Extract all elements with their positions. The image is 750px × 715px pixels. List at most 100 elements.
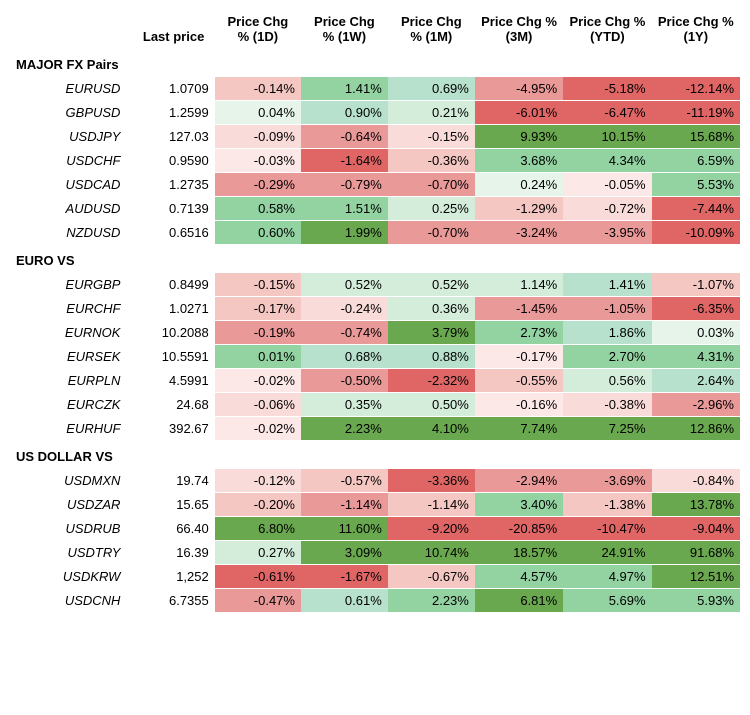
chg-cell: 1.14% bbox=[475, 273, 563, 297]
chg-cell: -2.94% bbox=[475, 469, 563, 493]
section-title: US DOLLAR VS bbox=[10, 441, 740, 469]
chg-cell: 0.03% bbox=[652, 321, 740, 345]
table-row: USDMXN19.74-0.12%-0.57%-3.36%-2.94%-3.69… bbox=[10, 469, 740, 493]
chg-cell: -0.70% bbox=[388, 173, 475, 197]
pair-name: GBPUSD bbox=[10, 101, 132, 125]
last-price: 6.7355 bbox=[132, 589, 214, 613]
table-row: EURCHF1.0271-0.17%-0.24%0.36%-1.45%-1.05… bbox=[10, 297, 740, 321]
last-price: 1.2599 bbox=[132, 101, 214, 125]
chg-cell: 0.01% bbox=[215, 345, 301, 369]
last-price: 1,252 bbox=[132, 565, 214, 589]
chg-cell: 0.58% bbox=[215, 197, 301, 221]
last-price: 0.7139 bbox=[132, 197, 214, 221]
chg-cell: -0.47% bbox=[215, 589, 301, 613]
chg-cell: -0.20% bbox=[215, 493, 301, 517]
chg-cell: -0.61% bbox=[215, 565, 301, 589]
chg-cell: 2.64% bbox=[652, 369, 740, 393]
chg-cell: -10.09% bbox=[652, 221, 740, 245]
chg-cell: -1.14% bbox=[301, 493, 388, 517]
table-row: USDJPY127.03-0.09%-0.64%-0.15%9.93%10.15… bbox=[10, 125, 740, 149]
header-1y: Price Chg % (1Y) bbox=[652, 10, 740, 49]
chg-cell: -0.36% bbox=[388, 149, 475, 173]
chg-cell: -10.47% bbox=[563, 517, 651, 541]
chg-cell: 2.73% bbox=[475, 321, 563, 345]
chg-cell: -0.74% bbox=[301, 321, 388, 345]
chg-cell: 0.52% bbox=[301, 273, 388, 297]
chg-cell: 9.93% bbox=[475, 125, 563, 149]
chg-cell: -4.95% bbox=[475, 77, 563, 101]
last-price: 10.2088 bbox=[132, 321, 214, 345]
pair-name: EURGBP bbox=[10, 273, 132, 297]
last-price: 0.9590 bbox=[132, 149, 214, 173]
table-row: EURHUF392.67-0.02%2.23%4.10%7.74%7.25%12… bbox=[10, 417, 740, 441]
table-row: GBPUSD1.25990.04%0.90%0.21%-6.01%-6.47%-… bbox=[10, 101, 740, 125]
chg-cell: -0.17% bbox=[215, 297, 301, 321]
last-price: 0.8499 bbox=[132, 273, 214, 297]
chg-cell: 24.91% bbox=[563, 541, 651, 565]
chg-cell: 2.23% bbox=[301, 417, 388, 441]
fx-heatmap-table: Last price Price Chg % (1D) Price Chg % … bbox=[10, 10, 740, 613]
table-row: EURNOK10.2088-0.19%-0.74%3.79%2.73%1.86%… bbox=[10, 321, 740, 345]
chg-cell: 3.40% bbox=[475, 493, 563, 517]
chg-cell: 10.15% bbox=[563, 125, 651, 149]
chg-cell: 1.41% bbox=[301, 77, 388, 101]
chg-cell: 1.86% bbox=[563, 321, 651, 345]
table-row: EURUSD1.0709-0.14%1.41%0.69%-4.95%-5.18%… bbox=[10, 77, 740, 101]
header-pair bbox=[10, 10, 132, 49]
chg-cell: -0.64% bbox=[301, 125, 388, 149]
chg-cell: 0.24% bbox=[475, 173, 563, 197]
chg-cell: -1.64% bbox=[301, 149, 388, 173]
chg-cell: 1.41% bbox=[563, 273, 651, 297]
section-title: MAJOR FX Pairs bbox=[10, 49, 740, 77]
chg-cell: 10.74% bbox=[388, 541, 475, 565]
chg-cell: 2.23% bbox=[388, 589, 475, 613]
chg-cell: -3.24% bbox=[475, 221, 563, 245]
chg-cell: -0.24% bbox=[301, 297, 388, 321]
chg-cell: 3.09% bbox=[301, 541, 388, 565]
table-row: USDKRW1,252-0.61%-1.67%-0.67%4.57%4.97%1… bbox=[10, 565, 740, 589]
chg-cell: -6.35% bbox=[652, 297, 740, 321]
pair-name: NZDUSD bbox=[10, 221, 132, 245]
chg-cell: 12.86% bbox=[652, 417, 740, 441]
header-3m: Price Chg % (3M) bbox=[475, 10, 563, 49]
last-price: 4.5991 bbox=[132, 369, 214, 393]
chg-cell: -6.47% bbox=[563, 101, 651, 125]
pair-name: EURCZK bbox=[10, 393, 132, 417]
chg-cell: 4.34% bbox=[563, 149, 651, 173]
pair-name: EURUSD bbox=[10, 77, 132, 101]
pair-name: USDCHF bbox=[10, 149, 132, 173]
table-row: USDTRY16.390.27%3.09%10.74%18.57%24.91%9… bbox=[10, 541, 740, 565]
pair-name: USDCAD bbox=[10, 173, 132, 197]
chg-cell: -12.14% bbox=[652, 77, 740, 101]
table-row: USDCAD1.2735-0.29%-0.79%-0.70%0.24%-0.05… bbox=[10, 173, 740, 197]
chg-cell: -0.14% bbox=[215, 77, 301, 101]
chg-cell: -0.50% bbox=[301, 369, 388, 393]
chg-cell: 5.93% bbox=[652, 589, 740, 613]
table-row: EURPLN4.5991-0.02%-0.50%-2.32%-0.55%0.56… bbox=[10, 369, 740, 393]
chg-cell: -2.32% bbox=[388, 369, 475, 393]
chg-cell: 1.99% bbox=[301, 221, 388, 245]
chg-cell: -1.45% bbox=[475, 297, 563, 321]
chg-cell: 2.70% bbox=[563, 345, 651, 369]
chg-cell: 0.04% bbox=[215, 101, 301, 125]
chg-cell: -5.18% bbox=[563, 77, 651, 101]
table-row: AUDUSD0.71390.58%1.51%0.25%-1.29%-0.72%-… bbox=[10, 197, 740, 221]
section-title: EURO VS bbox=[10, 245, 740, 273]
pair-name: USDRUB bbox=[10, 517, 132, 541]
chg-cell: -0.05% bbox=[563, 173, 651, 197]
last-price: 15.65 bbox=[132, 493, 214, 517]
table-header: Last price Price Chg % (1D) Price Chg % … bbox=[10, 10, 740, 49]
last-price: 66.40 bbox=[132, 517, 214, 541]
chg-cell: -0.15% bbox=[388, 125, 475, 149]
chg-cell: 7.25% bbox=[563, 417, 651, 441]
chg-cell: -2.96% bbox=[652, 393, 740, 417]
chg-cell: -0.70% bbox=[388, 221, 475, 245]
header-1m: Price Chg % (1M) bbox=[388, 10, 475, 49]
chg-cell: 3.79% bbox=[388, 321, 475, 345]
chg-cell: 0.90% bbox=[301, 101, 388, 125]
chg-cell: -0.67% bbox=[388, 565, 475, 589]
chg-cell: -0.15% bbox=[215, 273, 301, 297]
last-price: 24.68 bbox=[132, 393, 214, 417]
last-price: 127.03 bbox=[132, 125, 214, 149]
header-ytd: Price Chg % (YTD) bbox=[563, 10, 651, 49]
